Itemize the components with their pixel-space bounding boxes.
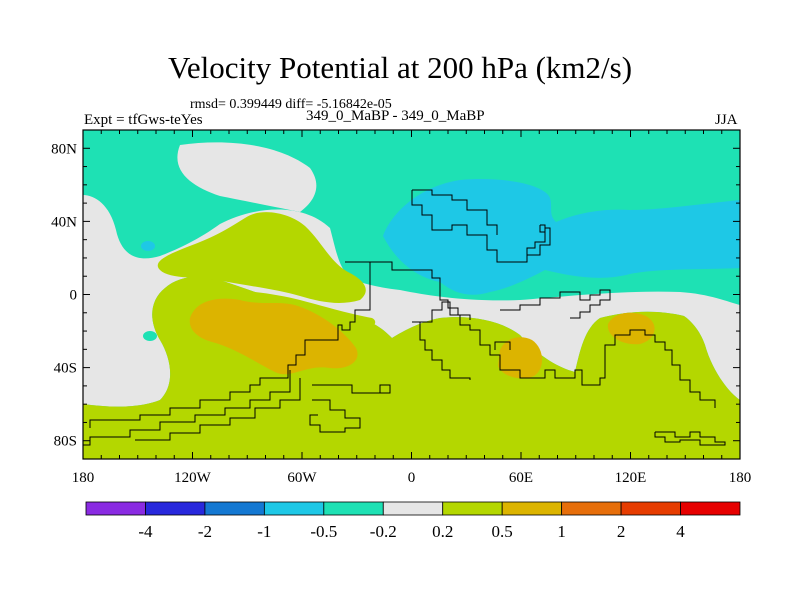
contour-pos-africa	[498, 337, 543, 379]
contour-small-2	[143, 331, 157, 341]
y-tick-label: 0	[70, 288, 78, 304]
x-tick-label: 60E	[509, 470, 533, 486]
stats-label: rmsd= 0.399449 diff= -5.16842e-05	[190, 97, 392, 112]
y-tick-label: 40S	[54, 361, 77, 377]
x-tick-label: 120W	[174, 470, 212, 486]
colorbar-label: -0.5	[310, 522, 337, 541]
colorbar-label: -4	[138, 522, 153, 541]
colorbar-label: 0.2	[432, 522, 453, 541]
coastline-asia-south	[500, 289, 611, 319]
colorbar-swatch	[323, 501, 384, 516]
colorbar-swatch	[620, 501, 681, 516]
contour-neutral-pacific	[177, 142, 317, 212]
coastline-southern-3	[312, 384, 391, 394]
coastline-europe	[89, 262, 371, 428]
y-tick-label: 80N	[51, 141, 77, 157]
colorbar	[85, 501, 741, 516]
coastlines	[83, 189, 726, 446]
colorbar-label: 4	[676, 522, 685, 541]
coastline-africa-west	[412, 321, 471, 380]
colorbar-label: -1	[257, 522, 271, 541]
colorbar-swatch	[680, 501, 741, 516]
x-tick-label: 0	[408, 470, 416, 486]
axis-tick-labels: 180 120W 60W 0 60E 120E 180 80N 40N 0 40S 80S	[51, 141, 751, 486]
y-tick-label: 40N	[51, 214, 77, 230]
axis-ticks	[82, 130, 741, 459]
coastline-australia	[604, 329, 716, 408]
coastline-southern-1	[83, 370, 291, 446]
colorbar-swatch	[501, 501, 563, 516]
colorbar-label: -0.2	[370, 522, 397, 541]
coastline-greenland	[539, 224, 546, 233]
coastline-southern-2	[135, 378, 301, 441]
coastline-india	[494, 341, 511, 350]
coastline-north-block	[412, 189, 498, 235]
experiment-label: Expt = tfGws-teYes	[84, 112, 203, 128]
colorbar-label: 1	[557, 522, 566, 541]
x-tick-label: 180	[72, 470, 95, 486]
colorbar-swatch	[145, 501, 206, 516]
x-tick-label: 180	[729, 470, 752, 486]
plot-title: Velocity Potential at 200 hPa (km2/s)	[167, 50, 633, 85]
colorbar-label: -2	[198, 522, 212, 541]
colorbar-labels: -4 -2 -1 -0.5 -0.2 0.2 0.5 1 2 4	[138, 522, 685, 541]
colorbar-swatch	[204, 501, 265, 516]
colorbar-swatch	[382, 501, 444, 516]
coastline-southern-4	[309, 399, 361, 433]
coastline-africa	[412, 301, 606, 386]
contour-field	[83, 130, 740, 459]
colorbar-swatch	[85, 501, 146, 516]
colorbar-swatch	[561, 501, 622, 516]
coastline-eurasia	[411, 190, 551, 263]
season-label: JJA	[715, 112, 738, 128]
contour-neg-asia	[383, 179, 740, 295]
x-tick-label: 120E	[615, 470, 647, 486]
colorbar-label: 2	[617, 522, 626, 541]
colorbar-label: 0.5	[492, 522, 513, 541]
x-tick-label: 60W	[287, 470, 317, 486]
colorbar-swatch	[442, 501, 503, 516]
colorbar-swatch	[263, 501, 325, 516]
subtitle-label: 349_0_MaBP - 349_0_MaBP	[306, 108, 485, 124]
contour-pos-atlantic	[189, 298, 358, 375]
coastline-antarctic-islands	[654, 431, 726, 446]
contour-pos-central	[157, 212, 366, 303]
y-tick-label: 80S	[54, 434, 77, 450]
contour-pos-indian	[607, 312, 655, 345]
contour-neg-small-1	[141, 241, 155, 251]
